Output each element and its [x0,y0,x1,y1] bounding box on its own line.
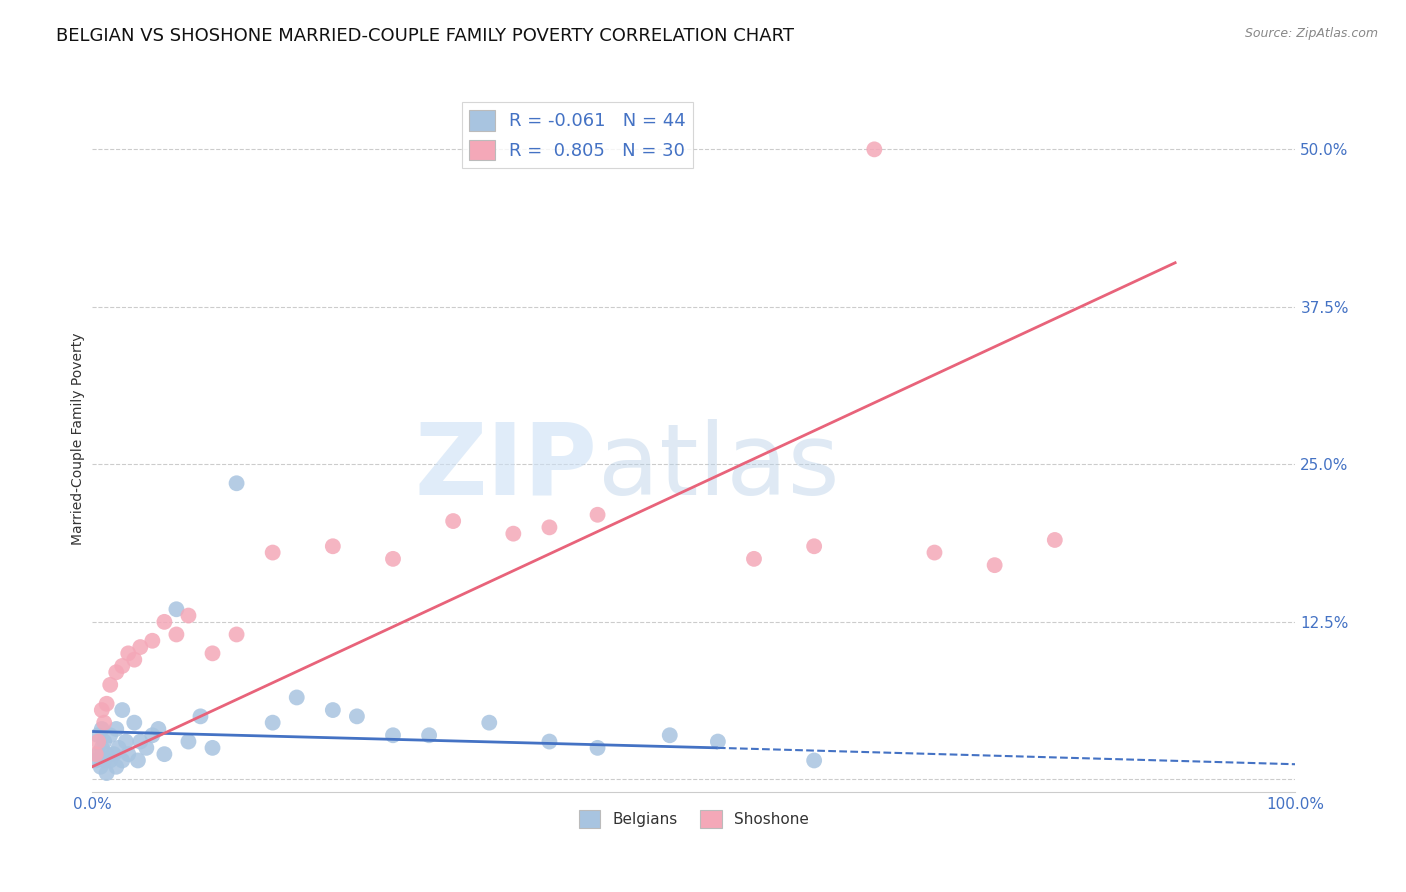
Point [153,747,176,761]
Point [93,715,115,730]
Point [441,514,464,528]
Point [98,728,121,742]
Point [382,728,405,742]
Point [103,747,125,761]
Point [105,722,128,736]
Point [1043,533,1066,547]
Point [586,740,609,755]
Point [502,526,524,541]
Point [93,734,115,748]
Text: Source: ZipAtlas.com: Source: ZipAtlas.com [1244,27,1378,40]
Point [135,740,157,755]
Point [538,520,561,534]
Point [322,539,344,553]
Point [98,678,121,692]
Point [111,659,134,673]
Point [478,715,501,730]
Point [90,722,112,736]
Point [96,747,118,761]
Point [141,728,163,742]
Point [90,760,112,774]
Point [105,665,128,680]
Point [803,539,825,553]
Point [96,697,118,711]
Point [90,703,112,717]
Point [382,552,405,566]
Point [863,142,886,156]
Point [105,760,128,774]
Text: BELGIAN VS SHOSHONE MARRIED-COUPLE FAMILY POVERTY CORRELATION CHART: BELGIAN VS SHOSHONE MARRIED-COUPLE FAMIL… [56,27,794,45]
Point [153,615,176,629]
Point [707,734,730,748]
Point [586,508,609,522]
Point [201,646,224,660]
Point [418,728,440,742]
Point [84,754,107,768]
Point [165,602,187,616]
Point [262,545,284,559]
Text: ZIP: ZIP [415,419,598,516]
Point [262,715,284,730]
Point [127,754,149,768]
Point [983,558,1005,573]
Point [742,552,765,566]
Point [148,722,170,736]
Point [87,747,110,761]
Point [111,703,134,717]
Point [117,646,139,660]
Point [98,754,121,768]
Point [124,715,146,730]
Point [225,476,247,491]
Point [924,545,946,559]
Point [117,747,139,761]
Point [658,728,681,742]
Point [87,728,110,742]
Point [803,754,825,768]
Point [124,653,146,667]
Text: atlas: atlas [598,419,839,516]
Legend: Belgians, Shoshone: Belgians, Shoshone [572,804,815,834]
Point [201,740,224,755]
Point [129,734,152,748]
Point [90,740,112,755]
Point [87,734,110,748]
Point [165,627,187,641]
Point [538,734,561,748]
Y-axis label: Married-Couple Family Poverty: Married-Couple Family Poverty [72,333,86,545]
Point [84,747,107,761]
Point [111,754,134,768]
Point [107,740,129,755]
Point [346,709,368,723]
Point [177,734,200,748]
Point [225,627,247,641]
Point [96,766,118,780]
Point [115,734,138,748]
Point [141,633,163,648]
Point [177,608,200,623]
Point [129,640,152,654]
Point [93,754,115,768]
Point [285,690,308,705]
Point [322,703,344,717]
Point [190,709,212,723]
